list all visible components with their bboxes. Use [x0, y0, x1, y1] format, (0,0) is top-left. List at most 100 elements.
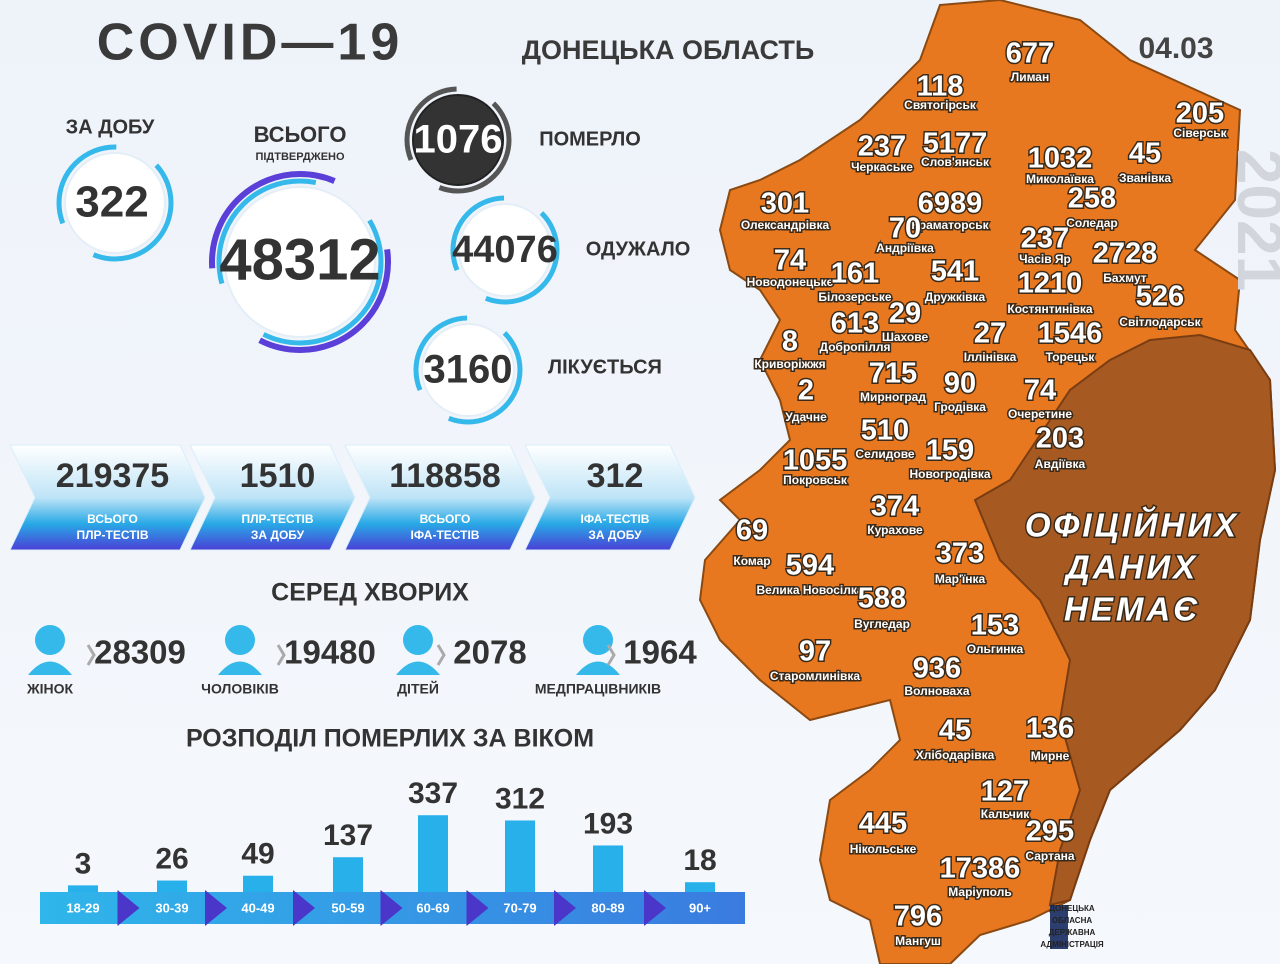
sick-value: 19480 — [284, 634, 376, 671]
recovered-label: ОДУЖАЛО — [586, 238, 691, 260]
date: 04.03 — [1138, 32, 1213, 65]
sick-value: 1964 — [623, 634, 697, 671]
logo-text: ОБЛАСНА — [1052, 916, 1093, 925]
arrow-icon — [436, 644, 446, 666]
city-name: Комар — [733, 554, 770, 568]
sick-label: ЧОЛОВІКІВ — [201, 681, 279, 697]
age-bar — [333, 857, 363, 892]
city-value: 203 — [1036, 423, 1084, 455]
city-value: 8 — [782, 326, 798, 358]
city-value: 70 — [889, 213, 921, 245]
city-value: 1032 — [1028, 143, 1093, 175]
test-label: ПЛР-ТЕСТІВ — [241, 512, 313, 526]
test-label: ЗА ДОБУ — [588, 528, 642, 542]
city-name: Краматорськ — [911, 218, 989, 232]
age-bar — [68, 885, 98, 892]
test-label: ПЛР-ТЕСТІВ — [76, 528, 148, 542]
age-label: 60-69 — [416, 900, 449, 915]
city-name: Покровськ — [783, 473, 848, 487]
total-value: 48312 — [219, 227, 380, 292]
no-data-text: ДАНИХ — [1063, 549, 1198, 586]
city-name: Маріуполь — [948, 885, 1011, 899]
sick-label: ДІТЕЙ — [397, 680, 439, 697]
city-name: Вугледар — [854, 617, 910, 631]
no-data-text: ОФІЦІЙНИХ — [1025, 506, 1239, 544]
city-name: Старомлинівка — [770, 669, 861, 683]
circle-ring — [404, 86, 512, 194]
city-name: Мар'їнка — [935, 572, 986, 586]
city-value: 159 — [926, 435, 974, 467]
died-label: ПОМЕРЛО — [539, 128, 641, 150]
city-name: Мирне — [1031, 749, 1070, 763]
age-value: 312 — [495, 782, 545, 815]
city-name: Святогірськ — [904, 98, 977, 112]
sick-value: 28309 — [94, 634, 186, 671]
city-value: 118 — [917, 71, 964, 103]
person-icon-body — [218, 661, 262, 675]
age-value: 337 — [408, 777, 458, 810]
circle-ring-outer — [209, 171, 391, 353]
age-value: 49 — [241, 838, 274, 871]
city-name: Криворіжжя — [754, 357, 825, 371]
age-arrow — [466, 890, 489, 926]
person-icon-head — [225, 625, 255, 655]
city-value: 153 — [971, 610, 1019, 642]
city-value: 677 — [1006, 38, 1054, 70]
city-name: Волноваха — [904, 684, 969, 698]
test-value: 1510 — [240, 457, 316, 495]
city-name: Торецьк — [1046, 350, 1096, 364]
section-title: СЕРЕД ХВОРИХ — [271, 579, 469, 607]
city-name: Мангуш — [895, 934, 941, 948]
city-value: 27 — [974, 318, 1006, 350]
test-value: 219375 — [56, 457, 169, 495]
city-value: 97 — [799, 636, 831, 668]
arrow-icon — [276, 644, 286, 666]
age-label: 18-29 — [66, 900, 99, 915]
age-label: 30-39 — [155, 900, 188, 915]
total-sublabel: ПІДТВЕРДЖЕНО — [255, 151, 345, 163]
circle — [412, 94, 504, 186]
age-value: 3 — [75, 847, 92, 880]
total-label: ВСЬОГО — [254, 122, 347, 147]
city-name: Олександрівка — [741, 218, 830, 232]
city-value: 90 — [944, 368, 976, 400]
test-banner — [189, 444, 356, 551]
city-name: Гродівка — [934, 400, 986, 414]
arrow-icon — [86, 644, 96, 666]
city-name: Кальчик — [981, 807, 1030, 821]
map-no-data-area — [973, 333, 1277, 907]
age-value: 26 — [155, 842, 188, 875]
city-name: Званівка — [1119, 171, 1171, 185]
city-value: 127 — [981, 776, 1029, 808]
test-value: 312 — [587, 457, 644, 495]
city-value: 295 — [1026, 816, 1074, 848]
circle — [224, 186, 376, 338]
city-value: 541 — [931, 256, 979, 288]
circle-ring — [450, 195, 560, 305]
section-title: РОЗПОДІЛ ПОМЕРЛИХ ЗА ВІКОМ — [186, 725, 594, 753]
test-banner — [9, 444, 206, 551]
city-name: Миколаївка — [1026, 172, 1094, 186]
city-value: 715 — [869, 358, 917, 390]
city-value: 613 — [831, 308, 879, 340]
recovered-value: 44076 — [452, 229, 558, 271]
city-value: 374 — [871, 491, 919, 523]
treated-value: 3160 — [424, 348, 513, 392]
title: COVID—19 — [97, 14, 404, 72]
age-arrow — [205, 890, 227, 926]
city-name: Часів Яр — [1019, 252, 1071, 266]
age-label: 70-79 — [503, 900, 536, 915]
city-value: 205 — [1176, 98, 1224, 130]
city-name: Костянтинівка — [1007, 302, 1093, 316]
age-value: 137 — [323, 819, 373, 852]
sick-value: 2078 — [453, 634, 526, 671]
age-bar — [685, 882, 715, 892]
logo-text: ДОНЕЦЬКА — [1049, 904, 1095, 913]
age-label: 40-49 — [241, 900, 274, 915]
city-value: 796 — [894, 901, 942, 933]
sick-label: ЖІНОК — [26, 681, 74, 697]
city-value: 526 — [1136, 281, 1184, 313]
city-value: 301 — [761, 188, 809, 220]
city-value: 936 — [913, 653, 961, 685]
